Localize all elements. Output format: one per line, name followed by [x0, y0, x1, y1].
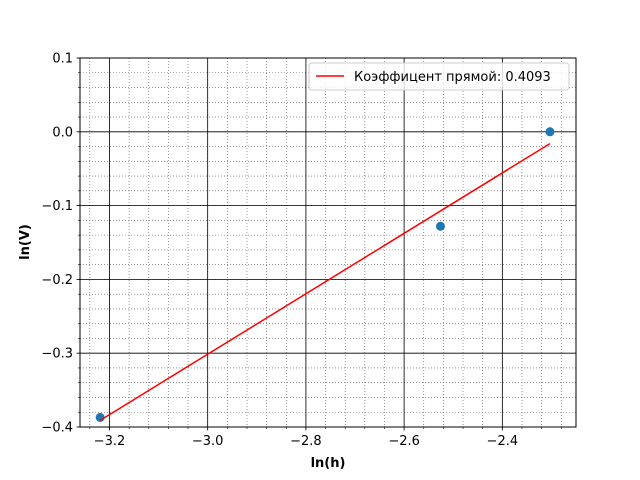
y-axis-label: ln(V)	[18, 224, 33, 260]
x-tick-label: −3.0	[192, 434, 224, 449]
y-tick-labels: −0.4 −0.3 −0.2 −0.1 0.0 0.1	[41, 52, 73, 436]
data-point	[545, 127, 555, 137]
y-tick-label: −0.2	[41, 273, 73, 288]
x-tick-label: −2.6	[388, 434, 420, 449]
y-tick-label: −0.3	[41, 347, 73, 362]
x-tick-label: −3.2	[94, 434, 126, 449]
minor-grid	[80, 57, 576, 428]
x-tick-label: −2.4	[487, 434, 519, 449]
legend-label: Коэффицент прямой: 0.4093	[354, 70, 551, 85]
plot-frame	[79, 57, 577, 428]
fit-line	[99, 142, 551, 421]
x-tick-label: −2.8	[290, 434, 322, 449]
legend: Коэффицент прямой: 0.4093	[308, 62, 570, 91]
series-layer	[95, 127, 555, 422]
data-point	[95, 412, 105, 422]
x-axis-label: ln(h)	[311, 456, 346, 471]
data-point	[435, 221, 445, 231]
y-tick-label: 0.1	[52, 52, 73, 67]
x-tick-labels: −3.2 −3.0 −2.8 −2.6 −2.4	[94, 434, 518, 449]
y-tick-label: −0.1	[41, 199, 73, 214]
major-grid	[80, 57, 576, 428]
tick-marks	[76, 57, 562, 431]
legend-box	[308, 62, 570, 91]
y-tick-label: −0.4	[41, 421, 73, 436]
y-tick-label: 0.0	[52, 125, 73, 140]
